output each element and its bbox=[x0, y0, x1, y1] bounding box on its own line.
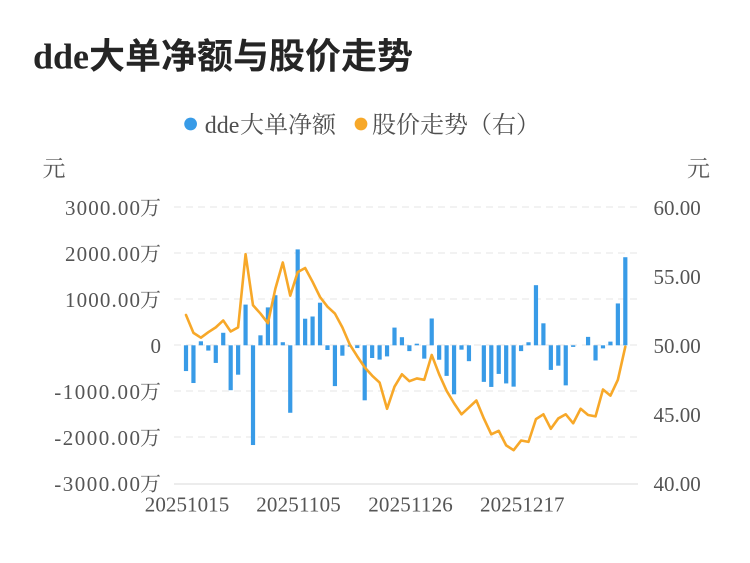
svg-text:dde: dde bbox=[205, 113, 240, 139]
svg-text:45.00: 45.00 bbox=[654, 403, 701, 427]
svg-text:2000.00: 2000.00 bbox=[65, 242, 140, 266]
svg-text:1000.00: 1000.00 bbox=[65, 288, 140, 312]
svg-text:60.00: 60.00 bbox=[654, 196, 701, 220]
svg-text:55.00: 55.00 bbox=[654, 265, 701, 289]
svg-text:40.00: 40.00 bbox=[654, 472, 701, 496]
svg-text:3000.00: 3000.00 bbox=[65, 196, 140, 220]
svg-text:0: 0 bbox=[151, 334, 162, 358]
svg-text:20251126: 20251126 bbox=[368, 493, 453, 517]
svg-text:20251015: 20251015 bbox=[145, 493, 230, 517]
svg-text:20251217: 20251217 bbox=[480, 493, 565, 517]
svg-text:-2000.00: -2000.00 bbox=[54, 426, 140, 450]
svg-text:dde: dde bbox=[33, 36, 89, 76]
svg-text:-3000.00: -3000.00 bbox=[54, 472, 140, 496]
svg-text:-1000.00: -1000.00 bbox=[54, 380, 140, 404]
svg-text:20251105: 20251105 bbox=[256, 493, 341, 517]
svg-text:50.00: 50.00 bbox=[654, 334, 701, 358]
